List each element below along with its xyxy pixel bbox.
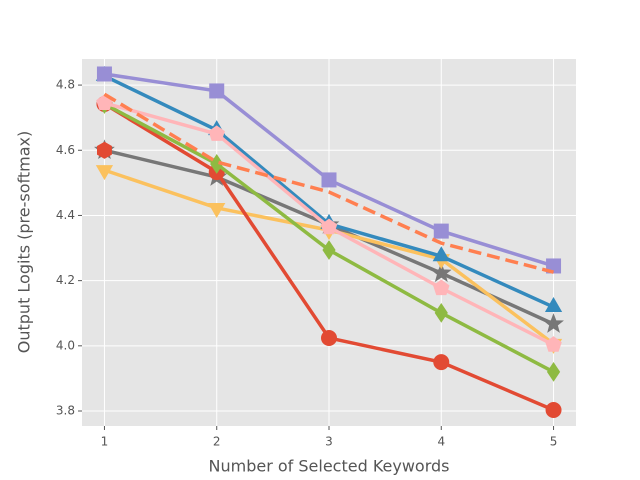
x-tick-label: 2 bbox=[213, 435, 221, 449]
marker bbox=[208, 125, 225, 141]
marker bbox=[321, 172, 337, 188]
marker bbox=[433, 354, 450, 371]
marker bbox=[322, 240, 336, 260]
marker bbox=[430, 262, 452, 282]
marker bbox=[209, 83, 225, 99]
x-tick-label: 5 bbox=[550, 435, 558, 449]
y-tick-label: 4.4 bbox=[56, 208, 75, 222]
marker bbox=[97, 141, 112, 159]
marker bbox=[321, 329, 337, 346]
x-axis-label: Number of Selected Keywords bbox=[209, 457, 450, 476]
y-tick-label: 4.2 bbox=[56, 273, 75, 287]
series-line bbox=[103, 92, 554, 274]
y-tick-label: 3.8 bbox=[56, 404, 75, 418]
marker bbox=[434, 303, 448, 323]
x-tick-label: 4 bbox=[437, 435, 445, 449]
marker bbox=[96, 66, 112, 82]
marker bbox=[433, 279, 450, 296]
marker bbox=[208, 203, 226, 218]
marker bbox=[545, 402, 562, 419]
marker bbox=[543, 313, 564, 333]
marker bbox=[210, 154, 224, 174]
y-tick-label: 4.8 bbox=[56, 78, 75, 92]
marker bbox=[95, 165, 114, 181]
y-tick-label: 4.0 bbox=[56, 338, 75, 352]
y-axis-label: Output Logits (pre-softmax) bbox=[15, 131, 34, 353]
marker bbox=[320, 218, 338, 235]
marker bbox=[544, 296, 563, 312]
marker bbox=[545, 336, 562, 352]
data bbox=[94, 65, 564, 419]
marker bbox=[433, 223, 449, 239]
x-tick-label: 1 bbox=[101, 435, 109, 449]
marker bbox=[546, 361, 561, 382]
marker bbox=[432, 246, 450, 262]
y-tick-label: 4.6 bbox=[56, 143, 75, 157]
x-tick-label: 3 bbox=[325, 435, 333, 449]
